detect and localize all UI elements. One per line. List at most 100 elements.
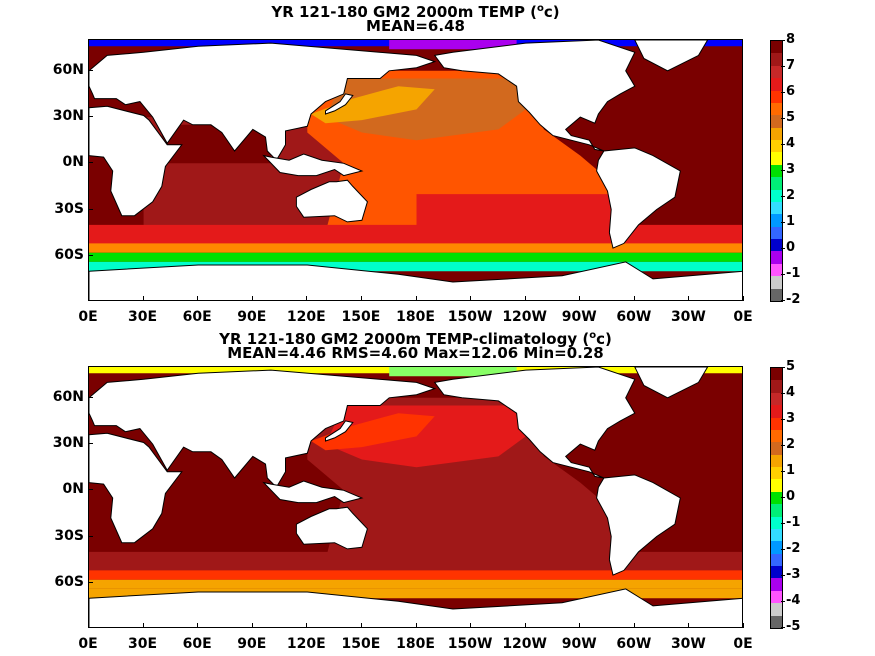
colorbar-strip (770, 367, 783, 629)
acc-orange-band (89, 243, 742, 253)
colorbar-tick (781, 601, 785, 602)
colorbar-segment (771, 380, 782, 394)
x-tick-label: 150W (447, 636, 493, 652)
x-tick (306, 623, 308, 628)
colorbar-strip (770, 40, 783, 302)
x-tick-label: 120E (286, 309, 326, 325)
colorbar-segment (771, 177, 782, 191)
y-tick (88, 69, 93, 71)
x-tick-label: 150E (341, 309, 381, 325)
colorbar-segment (771, 553, 782, 567)
colorbar-segment (771, 442, 782, 456)
colorbar-segment (771, 566, 782, 579)
y-tick (88, 535, 93, 537)
x-tick-label: 30W (670, 309, 706, 325)
north-america-land (433, 40, 636, 152)
colorbar-label: 5 (786, 110, 796, 125)
x-tick-label: 60W (616, 309, 652, 325)
colorbar-label: 3 (786, 411, 796, 426)
x-tick (579, 623, 581, 628)
colorbar-segment (771, 276, 782, 290)
colorbar-segment (771, 479, 782, 493)
y-tick (88, 581, 93, 583)
x-tick (524, 623, 526, 628)
colorbar-segment (771, 417, 782, 431)
arctic-patch (389, 367, 517, 377)
x-tick (251, 623, 253, 628)
y-tick (88, 162, 93, 164)
acc-green-band (89, 579, 742, 589)
japan-land (325, 420, 354, 442)
x-tick (524, 296, 526, 301)
colorbar-tick (781, 274, 785, 275)
colorbar-segment (771, 528, 782, 542)
colorbar-segment (771, 226, 782, 240)
kuroshio-region (311, 86, 435, 124)
x-tick-label: 60W (616, 636, 652, 652)
eurasia-land (89, 42, 437, 162)
y-tick (88, 116, 93, 118)
japan-land (325, 93, 354, 115)
panel2-title: YR 121-180 GM2 2000m TEMP-climatology (o… (219, 330, 612, 348)
colorbar-label: 8 (786, 32, 796, 47)
colorbar-segment (771, 516, 782, 530)
colorbar-segment (771, 239, 782, 252)
colorbar-segment (771, 615, 782, 629)
eurasia-land (89, 369, 437, 489)
arctic-patch (389, 40, 517, 50)
x-tick-label: 150W (447, 309, 493, 325)
x-tick (470, 296, 472, 301)
colorbar-label: -5 (786, 619, 801, 634)
panel2-subtitle: MEAN=4.46 RMS=4.60 Max=12.06 Min=0.28 (227, 344, 604, 362)
colorbar-label: 3 (786, 162, 796, 177)
x-tick (142, 623, 144, 628)
y-tick-label: 60S (54, 246, 84, 263)
x-tick-label: 120W (502, 309, 547, 325)
colorbar-segment (771, 491, 782, 505)
colorbar-label: -4 (786, 593, 801, 608)
colorbar-tick (781, 419, 785, 420)
colorbar-segment (771, 368, 782, 381)
australia-land (295, 506, 368, 550)
colorbar-tick (781, 300, 785, 301)
greenland-land (634, 367, 709, 399)
colorbar-segment (771, 41, 782, 54)
x-tick (633, 623, 635, 628)
colorbar-label: 4 (786, 136, 796, 151)
x-tick-label: 30E (128, 636, 158, 652)
kuroshio-region (311, 413, 435, 451)
colorbar-segment (771, 590, 782, 604)
x-tick (88, 296, 89, 301)
colorbar-segment (771, 288, 782, 302)
greenland-land (634, 40, 709, 72)
indonesia-land (262, 153, 364, 177)
colorbar-tick (781, 144, 785, 145)
south-america-land (596, 474, 681, 576)
acc-orange-band (89, 570, 742, 580)
x-tick-label: 150E (341, 636, 381, 652)
x-tick (197, 623, 199, 628)
colorbar-label: -1 (786, 266, 801, 281)
map-field (89, 367, 742, 627)
x-tick (470, 623, 472, 628)
panel1-map (88, 39, 743, 301)
colorbar-label: 2 (786, 437, 796, 452)
y-tick (88, 489, 93, 491)
colorbar-segment (771, 392, 782, 406)
x-tick (579, 296, 581, 301)
colorbar-segment (771, 454, 782, 468)
north-america-land (433, 367, 636, 479)
x-tick (360, 623, 362, 628)
y-tick-label: 60N (52, 388, 84, 405)
x-tick (306, 296, 308, 301)
colorbar-label: -1 (786, 515, 801, 530)
y-tick (88, 396, 93, 398)
x-tick (743, 296, 744, 301)
colorbar-label: -2 (786, 292, 801, 307)
africa-land (89, 105, 183, 217)
x-tick-label: 90W (561, 636, 597, 652)
x-tick-label: 0E (78, 309, 98, 325)
x-tick-label: 90W (561, 309, 597, 325)
colorbar-label: 1 (786, 214, 796, 229)
colorbar-label: -2 (786, 541, 801, 556)
